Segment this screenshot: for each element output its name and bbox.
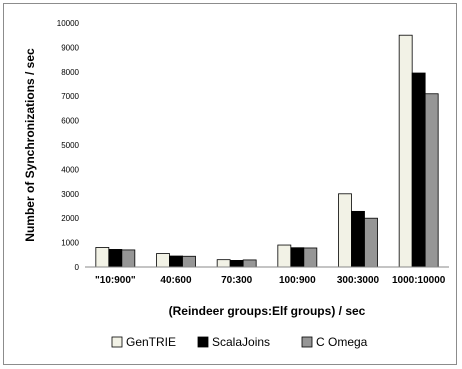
y-tick-label: 5000	[61, 141, 79, 150]
bar-gentrie	[216, 259, 231, 268]
x-axis-categories: "10:900" 40:600 70:300 100:900 300:3000 1000:…	[95, 275, 446, 286]
x-category-label: 1000:10000	[392, 275, 446, 286]
legend-label: C Omega	[316, 335, 368, 349]
bar-chart: 0 1000 2000 3000 4000 5000 6000 7000 8000 9000 100…	[23, 19, 449, 349]
x-axis-title: (Reindeer groups:Elf groups) / sec	[169, 304, 366, 318]
bar-c-omega	[182, 255, 196, 268]
y-tick-label: 3000	[61, 190, 79, 199]
bar-scalajoins	[290, 247, 305, 268]
x-category-label: "10:900"	[95, 275, 136, 286]
x-category-label: 70:300	[221, 275, 253, 286]
chart-frame: 0 1000 2000 3000 4000 5000 6000 7000 8000 9000 100…	[3, 3, 457, 365]
bar-c-omega	[121, 249, 136, 268]
bar-gentrie	[398, 34, 413, 268]
bar-c-omega	[364, 217, 378, 268]
bar-c-omega	[424, 93, 439, 268]
y-axis-ticks: 0 1000 2000 3000 4000 5000 6000 7000 8000 9000 100…	[57, 19, 80, 272]
y-tick-label: 6000	[61, 117, 79, 126]
bar-scalajoins	[351, 210, 365, 268]
y-tick-label: 2000	[61, 214, 79, 223]
y-axis-title: Number of Synchronizations / sec	[23, 48, 37, 242]
legend-label: ScalaJoins	[212, 335, 270, 349]
x-category-label: 100:900	[279, 275, 316, 286]
bar-scalajoins	[169, 255, 183, 268]
y-tick-label: 9000	[61, 43, 79, 52]
bars	[95, 34, 439, 268]
legend-label: GenTRIE	[126, 335, 176, 349]
x-category-label: 40:600	[160, 275, 192, 286]
legend-swatch	[197, 336, 209, 348]
y-tick-label: 7000	[61, 92, 79, 101]
y-tick-label: 4000	[61, 165, 79, 174]
bar-gentrie	[277, 244, 292, 268]
y-tick-label: 8000	[61, 68, 79, 77]
legend-swatch	[301, 336, 313, 348]
legend-swatch	[111, 336, 123, 348]
y-tick-label: 10000	[57, 19, 80, 28]
x-category-label: 300:3000	[337, 275, 380, 286]
bar-c-omega	[242, 259, 257, 268]
legend: GenTRIE ScalaJoins C Omega	[111, 335, 368, 349]
bar-scalajoins	[108, 249, 123, 268]
bar-scalajoins	[229, 260, 244, 268]
bar-scalajoins	[411, 72, 426, 268]
bar-gentrie	[95, 247, 110, 268]
bar-c-omega	[303, 247, 318, 268]
y-tick-label: 0	[75, 263, 80, 272]
y-tick-label: 1000	[61, 239, 79, 248]
bar-gentrie	[338, 193, 352, 268]
bar-gentrie	[156, 253, 170, 268]
